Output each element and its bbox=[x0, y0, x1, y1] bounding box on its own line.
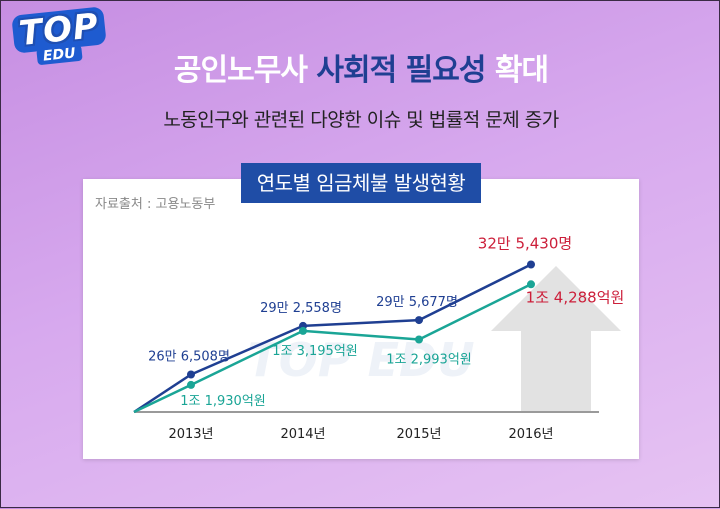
x-tick-label-1: 2013년 bbox=[168, 427, 213, 442]
x-tick-label-3: 2015년 bbox=[396, 427, 441, 442]
x-tick-label-2: 2014년 bbox=[280, 427, 325, 442]
trend-arrow-icon bbox=[491, 266, 621, 412]
headline-part-2: 사회적 필요성 bbox=[316, 53, 486, 88]
data-point-workers-1 bbox=[187, 370, 195, 379]
data-point-amount-4 bbox=[527, 280, 535, 289]
subheadline: 노동인구와 관련된 다양한 이슈 및 법률적 문제 증가 bbox=[163, 109, 559, 131]
data-point-amount-3 bbox=[415, 335, 423, 344]
data-point-workers-4 bbox=[527, 260, 535, 269]
source-note: 자료출처 : 고용노동부 bbox=[95, 197, 216, 212]
data-label-amount-4: 1조 4,288억원 bbox=[526, 288, 625, 306]
chart-title: 연도별 임금체불 발생현황 bbox=[241, 163, 481, 203]
data-label-workers-4: 32만 5,430명 bbox=[478, 235, 572, 253]
data-label-workers-1: 26만 6,508명 bbox=[148, 350, 230, 365]
data-label-amount-2: 1조 3,195억원 bbox=[272, 344, 358, 359]
headline-part-3: 확대 bbox=[485, 53, 549, 88]
data-point-amount-1 bbox=[187, 380, 195, 389]
watermark-text: TOP EDU bbox=[247, 333, 474, 387]
data-point-workers-3 bbox=[415, 316, 423, 325]
x-tick-label-4: 2016년 bbox=[508, 427, 553, 442]
data-point-amount-2 bbox=[299, 326, 307, 335]
data-label-amount-1: 1조 1,930억원 bbox=[180, 394, 266, 409]
data-label-workers-2: 29만 2,558명 bbox=[260, 301, 342, 316]
headline-part-1: 공인노무사 bbox=[173, 53, 317, 88]
headline: 공인노무사 사회적 필요성 확대 bbox=[1, 45, 720, 89]
data-label-amount-3: 1조 2,993억원 bbox=[386, 353, 472, 368]
data-label-workers-3: 29만 5,677명 bbox=[376, 295, 458, 310]
